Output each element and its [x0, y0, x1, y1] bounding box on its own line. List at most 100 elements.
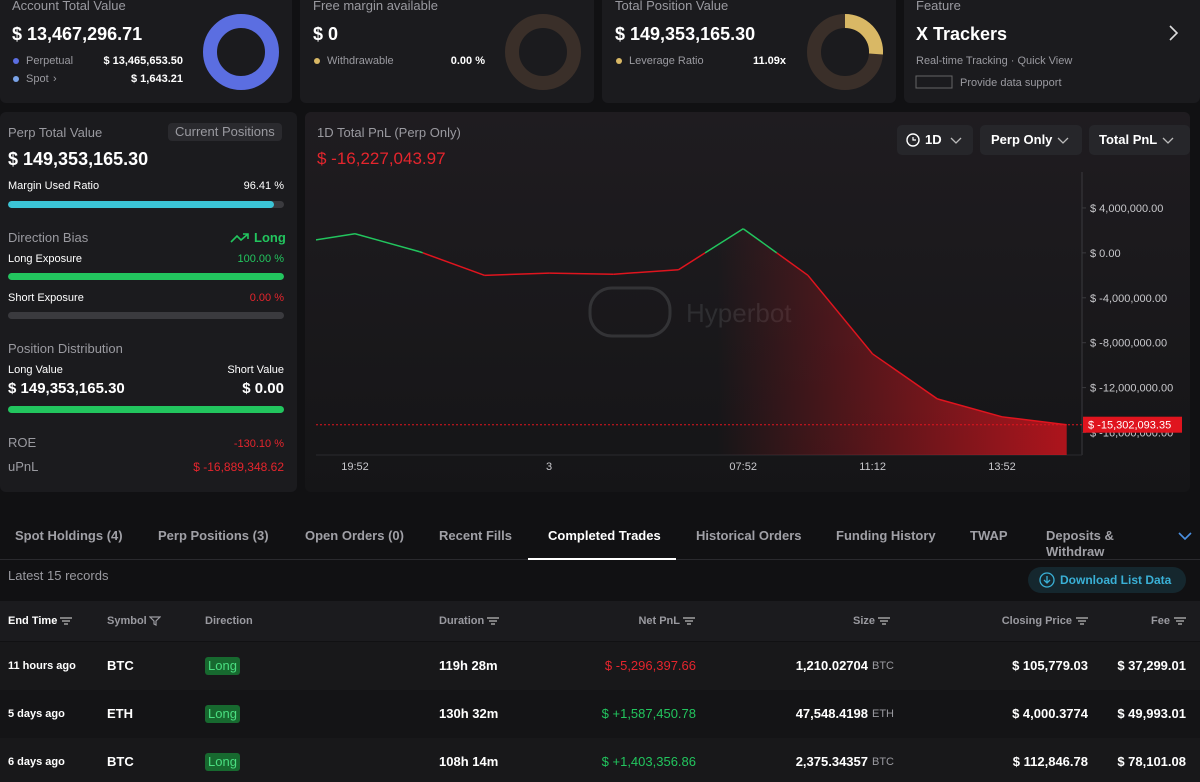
icon-shape	[487, 617, 499, 625]
card-value: $ 0	[313, 24, 339, 44]
control-label: Total PnL	[1099, 132, 1158, 147]
cell: $ -5,296,397.66	[604, 658, 696, 673]
direction-badge: Long	[205, 705, 240, 723]
label: Short Exposure	[8, 292, 84, 304]
button[interactable]: Current Positions	[168, 123, 282, 141]
table-row	[0, 738, 1200, 782]
icon-shape	[878, 617, 890, 625]
cell-unit: BTC	[872, 756, 894, 768]
card[interactable]	[904, 0, 1200, 103]
row-value: 0.00 %	[450, 55, 485, 67]
dot	[13, 76, 19, 82]
column-header[interactable]: Duration	[439, 615, 485, 627]
sort-icon[interactable]	[683, 616, 695, 626]
tab[interactable]: Recent Fills	[439, 528, 512, 543]
row-label[interactable]: Spot	[26, 73, 49, 85]
cell: $ 78,101.08	[1117, 754, 1186, 769]
value: $ -16,889,348.62	[193, 460, 284, 474]
cell: $ 105,779.03	[1012, 658, 1088, 673]
tab[interactable]: Spot Holdings (4)	[15, 528, 123, 543]
control[interactable]: 1D	[897, 125, 973, 155]
trend-icon	[230, 233, 249, 243]
card-title: Account Total Value	[12, 0, 126, 13]
card-note: Provide data support	[960, 77, 1062, 89]
chart-panel	[305, 112, 1190, 492]
label: ROE	[8, 435, 37, 450]
icon-shape	[1076, 617, 1088, 625]
column-header[interactable]: Direction	[205, 615, 253, 627]
cell: $ 112,846.78	[1012, 754, 1088, 769]
cell: 6 days ago	[8, 756, 65, 768]
chart-title: 1D Total PnL (Perp Only)	[317, 125, 461, 140]
control-label: Perp Only	[991, 132, 1053, 147]
row-value: 11.09x	[752, 55, 786, 67]
progress-track	[8, 201, 284, 208]
tab[interactable]: Deposits & Withdraw	[1046, 528, 1114, 559]
column-header[interactable]: Size	[852, 615, 875, 627]
filter-icon[interactable]	[149, 616, 161, 626]
cell: BTC	[107, 658, 134, 673]
row-label: Withdrawable	[327, 55, 394, 67]
value: $ 0.00	[242, 380, 284, 397]
cell-unit: BTC	[872, 660, 894, 672]
cell: $ +1,403,356.86	[601, 754, 696, 769]
cell: 47,548.4198	[795, 706, 868, 721]
tab[interactable]: TWAP	[970, 528, 1008, 543]
cell: $ 4,000.3774	[1012, 706, 1088, 721]
label: Margin Used Ratio	[8, 180, 100, 192]
label: Short Value	[227, 364, 284, 376]
card-graphics	[13, 13, 1179, 90]
dot	[13, 58, 19, 64]
icon-shape	[60, 617, 72, 625]
chart-subtitle: $ -16,227,043.97	[317, 149, 446, 168]
dot	[314, 58, 320, 64]
control-label: 1D	[925, 132, 942, 147]
tab[interactable]: Open Orders (0)	[305, 528, 404, 543]
tabs-expand[interactable]	[1178, 530, 1192, 542]
card-value: X Trackers	[916, 24, 1008, 44]
card-title: Feature	[916, 0, 961, 13]
column-header[interactable]: Fee	[1151, 615, 1170, 627]
download-icon	[1039, 572, 1055, 588]
value: -130.10 %	[233, 438, 284, 450]
cell: 5 days ago	[8, 708, 65, 720]
column-header[interactable]: Net PnL	[638, 615, 680, 627]
sort-icon[interactable]	[1174, 616, 1186, 626]
value: 100.00 %	[237, 253, 284, 265]
active-tab-underline	[528, 558, 676, 560]
sort-icon[interactable]	[487, 616, 499, 626]
label: uPnL	[8, 459, 39, 474]
cell: 108h 14m	[439, 754, 499, 769]
card-title: Free margin available	[313, 0, 439, 13]
tab[interactable]: Historical Orders	[696, 528, 802, 543]
cell: $ 49,993.01	[1117, 706, 1186, 721]
label: Long Value	[8, 364, 63, 376]
tab[interactable]: Perp Positions (3)	[158, 528, 269, 543]
label: Long Exposure	[8, 253, 82, 265]
tab[interactable]: Completed Trades	[548, 528, 661, 543]
icon-shape	[1174, 617, 1186, 625]
chevron[interactable]	[1169, 25, 1179, 41]
tab[interactable]: Funding History	[836, 528, 936, 543]
column-header[interactable]: End Time	[8, 615, 58, 627]
cell: 11 hours ago	[8, 660, 76, 672]
chevron: ›	[53, 73, 57, 85]
control[interactable]: Perp Only	[980, 125, 1082, 155]
donut	[505, 14, 581, 90]
sort-icon[interactable]	[60, 616, 72, 626]
value: Long	[254, 230, 286, 245]
sort-icon[interactable]	[878, 616, 890, 626]
column-header[interactable]: Symbol	[107, 615, 147, 627]
progress-track	[8, 312, 284, 319]
row-value: $ 13,465,653.50	[103, 55, 183, 67]
progress-fill	[8, 201, 275, 208]
icon-shape	[149, 616, 161, 626]
control[interactable]: Total PnL	[1089, 125, 1190, 155]
direction-badge: Long	[205, 657, 240, 675]
cell: BTC	[107, 754, 134, 769]
column-header[interactable]: Closing Price	[1001, 615, 1072, 627]
cell: ETH	[107, 706, 133, 721]
value: 0.00 %	[249, 292, 284, 304]
sort-icon[interactable]	[1076, 616, 1088, 626]
